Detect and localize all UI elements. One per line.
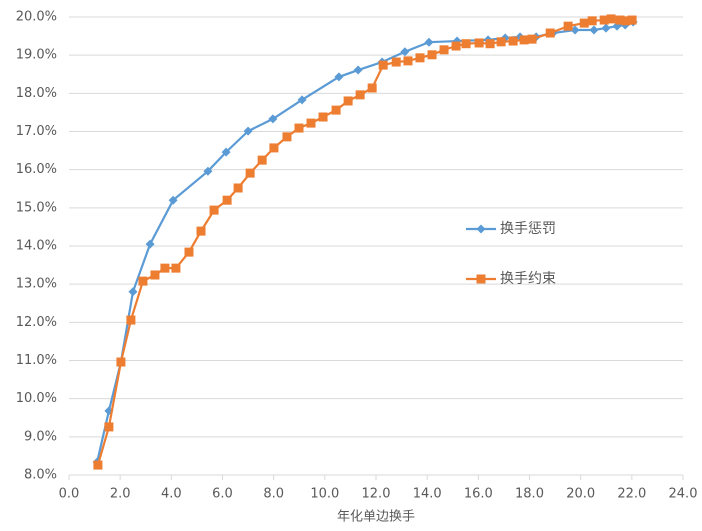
marker [367,83,377,93]
marker [104,422,114,432]
marker [627,15,637,25]
marker [403,56,413,66]
x-tick-label: 18.0 [515,487,544,502]
marker [93,460,103,470]
marker [128,287,138,297]
marker [318,112,328,122]
x-tick-label: 8.0 [263,487,284,502]
marker [355,90,365,100]
y-tick-label: 12.0% [16,315,57,330]
marker [222,195,232,205]
x-tick-label: 6.0 [212,487,233,502]
marker [116,357,126,367]
marker [353,65,363,75]
legend-marker [476,274,486,284]
y-tick-label: 17.0% [16,124,57,139]
x-tick-label: 14.0 [413,487,442,502]
marker [196,226,206,236]
marker [599,15,609,25]
y-tick-label: 8.0% [24,468,57,483]
x-tick-label: 24.0 [669,487,698,502]
x-tick-label: 20.0 [566,487,595,502]
legend-label: 换手惩罚 [500,220,556,237]
marker [138,276,148,286]
x-tick-label: 4.0 [161,487,182,502]
marker [126,315,136,325]
marker [589,25,599,35]
marker [378,60,388,70]
marker [508,36,518,46]
x-tick-label: 16.0 [464,487,493,502]
y-tick-label: 20.0% [16,10,57,25]
marker [269,143,279,153]
marker [485,39,495,49]
x-tick-label: 2.0 [110,487,131,502]
marker [570,25,580,35]
marker [203,166,213,176]
y-tick-label: 10.0% [16,391,57,406]
marker [451,41,461,51]
marker [427,50,437,60]
y-tick-label: 15.0% [16,200,57,215]
x-tick-label: 12.0 [362,487,391,502]
marker [171,263,181,273]
marker [474,38,484,48]
marker [527,34,537,44]
marker [400,47,410,57]
marker [391,57,401,67]
marker [545,28,555,38]
marker [233,183,243,193]
marker [257,155,267,165]
marker [184,247,194,257]
series-line [96,17,633,466]
marker [615,15,625,25]
marker [145,239,155,249]
y-tick-label: 9.0% [24,429,57,444]
marker [245,168,255,178]
marker [294,123,304,133]
marker [424,37,434,47]
marker [415,53,425,63]
marker [150,270,160,280]
y-tick-label: 19.0% [16,48,57,63]
marker [282,132,292,142]
marker [160,263,170,273]
y-tick-label: 16.0% [16,162,57,177]
legend-label: 换手约束 [500,270,556,287]
marker [209,205,219,215]
marker [297,95,307,105]
marker [439,45,449,55]
marker [306,118,316,128]
y-tick-label: 14.0% [16,239,57,254]
marker [606,14,616,24]
marker [601,23,611,33]
marker [563,21,573,31]
legend-marker [476,224,486,234]
x-tick-label: 0.0 [59,487,80,502]
marker [579,18,589,28]
marker [519,35,529,45]
y-tick-label: 11.0% [16,353,57,368]
x-tick-label: 22.0 [617,487,646,502]
series-line [96,20,634,463]
y-tick-label: 13.0% [16,277,57,292]
x-tick-label: 10.0 [310,487,339,502]
marker [461,39,471,49]
marker [343,96,353,106]
marker [243,126,253,136]
marker [221,147,231,157]
marker [168,195,178,205]
marker [268,114,278,124]
marker [331,105,341,115]
y-tick-label: 18.0% [16,86,57,101]
marker [621,16,631,26]
marker [496,37,506,47]
x-axis-label: 年化单边换手 [337,510,415,525]
marker [587,16,597,26]
marker [334,72,344,82]
